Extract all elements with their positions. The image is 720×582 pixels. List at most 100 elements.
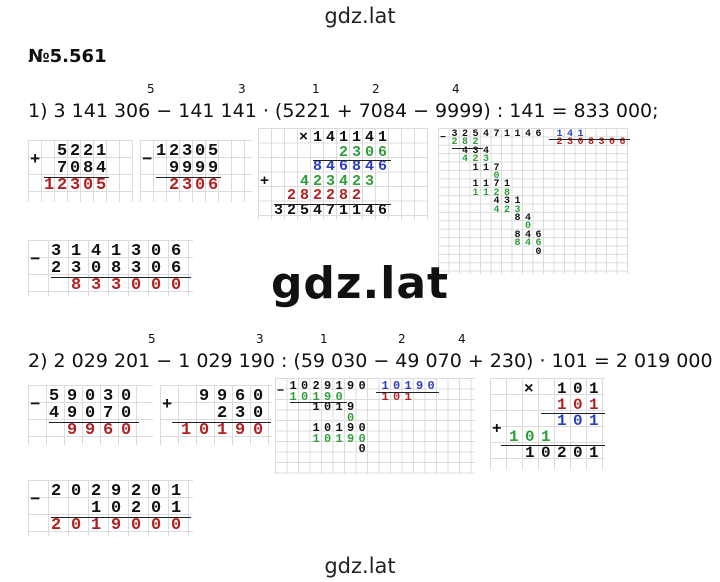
digits: 423423 xyxy=(300,172,379,190)
digits: 0 xyxy=(358,442,371,456)
digits: 101 xyxy=(381,389,417,404)
digits: 2306 xyxy=(339,143,392,161)
order-mark: 2 xyxy=(398,332,406,346)
computation: 12305 9999 2306− xyxy=(140,140,252,202)
expression: 1) 3 141 306 − 141 141 · (5221 + 7084 − … xyxy=(28,100,659,122)
operator: × xyxy=(299,129,309,146)
digits: 141141 xyxy=(313,129,392,146)
operator: + xyxy=(260,172,270,190)
underline xyxy=(156,177,221,178)
digits: 141 xyxy=(556,129,589,140)
digits: 833000 xyxy=(71,276,192,295)
operator: − xyxy=(30,395,41,415)
digits: 0 xyxy=(493,171,505,182)
digits: 10201 xyxy=(91,499,192,518)
computation: 325471146 141 2308306 282 434 423 117 0 1171 1128… xyxy=(438,128,631,274)
digits: 230 xyxy=(217,404,272,423)
digits: 325471146 xyxy=(274,201,392,219)
watermark-center: gdz.lat xyxy=(270,258,450,309)
digits: 3141306 xyxy=(51,242,192,261)
digits: 10201 xyxy=(525,444,606,462)
digits: 2306 xyxy=(169,176,222,195)
digits: 282 xyxy=(451,137,484,149)
digits: 423 xyxy=(462,154,494,166)
watermark: gdz.lat xyxy=(324,4,396,28)
digits: 5221 xyxy=(57,142,110,161)
underline xyxy=(289,402,347,403)
operator: + xyxy=(162,395,173,415)
digits: 1128 xyxy=(472,187,515,199)
digits: 1171 xyxy=(472,179,515,191)
expression: 2) 2 029 201 − 1 029 190 : (59 030 − 49 … xyxy=(28,350,713,372)
computation: 9960 230 10190 + xyxy=(160,385,272,445)
order-mark: 5 xyxy=(147,82,155,96)
underline xyxy=(44,177,109,178)
computation: 2029201 10201 2019000− xyxy=(28,480,193,536)
digits: 846846 xyxy=(313,158,392,175)
digits: 10190 xyxy=(312,421,371,435)
digits: 101 xyxy=(557,396,606,414)
operator: + xyxy=(30,150,41,170)
digits: 9960 xyxy=(199,387,272,406)
digits: 0 xyxy=(535,246,547,258)
computation: 3141306 2308306 833000 − xyxy=(28,240,193,296)
digits: 10190 xyxy=(381,379,440,393)
digits: 846 xyxy=(514,229,547,241)
digits: 2308306 xyxy=(556,137,631,149)
digits: 2029201 xyxy=(51,482,192,501)
underline xyxy=(451,147,483,149)
digits: 846 xyxy=(514,238,547,250)
computation: 101 101 101 101 10201 × + xyxy=(490,378,605,470)
digits: 49070 xyxy=(49,404,140,423)
digits: 101 xyxy=(557,380,606,398)
digits: 2308306 xyxy=(51,259,192,278)
order-mark: 2 xyxy=(372,82,380,96)
order-mark: 5 xyxy=(148,332,156,346)
digits: 434 xyxy=(462,145,494,157)
operator: − xyxy=(142,150,153,170)
digits: 84 xyxy=(514,213,536,224)
digits: 0 xyxy=(525,221,536,233)
exercise-number: №5.561 xyxy=(28,46,107,67)
operator: − xyxy=(277,384,285,399)
digits: 117 xyxy=(472,162,505,174)
order-mark: 4 xyxy=(458,332,466,346)
digits: 1029190 xyxy=(289,379,371,393)
operator: × xyxy=(524,380,534,398)
digits: 10190 xyxy=(312,431,371,446)
operator: + xyxy=(492,420,502,438)
digits: 431 xyxy=(493,196,526,208)
computation: 5221 7084 12305 + xyxy=(28,140,133,202)
operator: − xyxy=(30,250,41,270)
underline xyxy=(375,391,439,393)
digits: 59030 xyxy=(49,387,140,406)
order-mark: 1 xyxy=(320,332,328,346)
order-mark: 3 xyxy=(256,332,264,346)
order-mark: 3 xyxy=(238,82,246,96)
underline xyxy=(274,203,391,205)
underline xyxy=(51,277,191,278)
digits: 9999 xyxy=(169,159,222,178)
digits: 0 xyxy=(347,410,359,425)
digits: 101 xyxy=(509,428,558,446)
computation: 59030 49070 9960 − xyxy=(28,385,153,445)
digits: 101 xyxy=(557,412,606,430)
digits: 12305 xyxy=(44,176,110,195)
digits: 10190 xyxy=(289,389,348,404)
operator: − xyxy=(30,490,41,510)
underline xyxy=(541,413,605,414)
order-mark: 4 xyxy=(452,82,460,96)
digits: 282282 xyxy=(287,187,366,204)
digits: 423 xyxy=(493,204,526,216)
underline xyxy=(501,445,605,446)
digits: 9960 xyxy=(67,421,140,440)
underline xyxy=(49,422,139,423)
digits: 1019 xyxy=(312,400,359,414)
digits: 2019000 xyxy=(51,516,192,535)
underline xyxy=(549,139,630,141)
computation: 141141 2306 846846 423423 282282 325471146 × + xyxy=(258,128,428,220)
computation: 1029190 10190 101 10190 1019 0 10190 10190 0− xyxy=(275,378,475,474)
digits: 325471146 xyxy=(451,129,547,140)
underline xyxy=(172,422,271,423)
